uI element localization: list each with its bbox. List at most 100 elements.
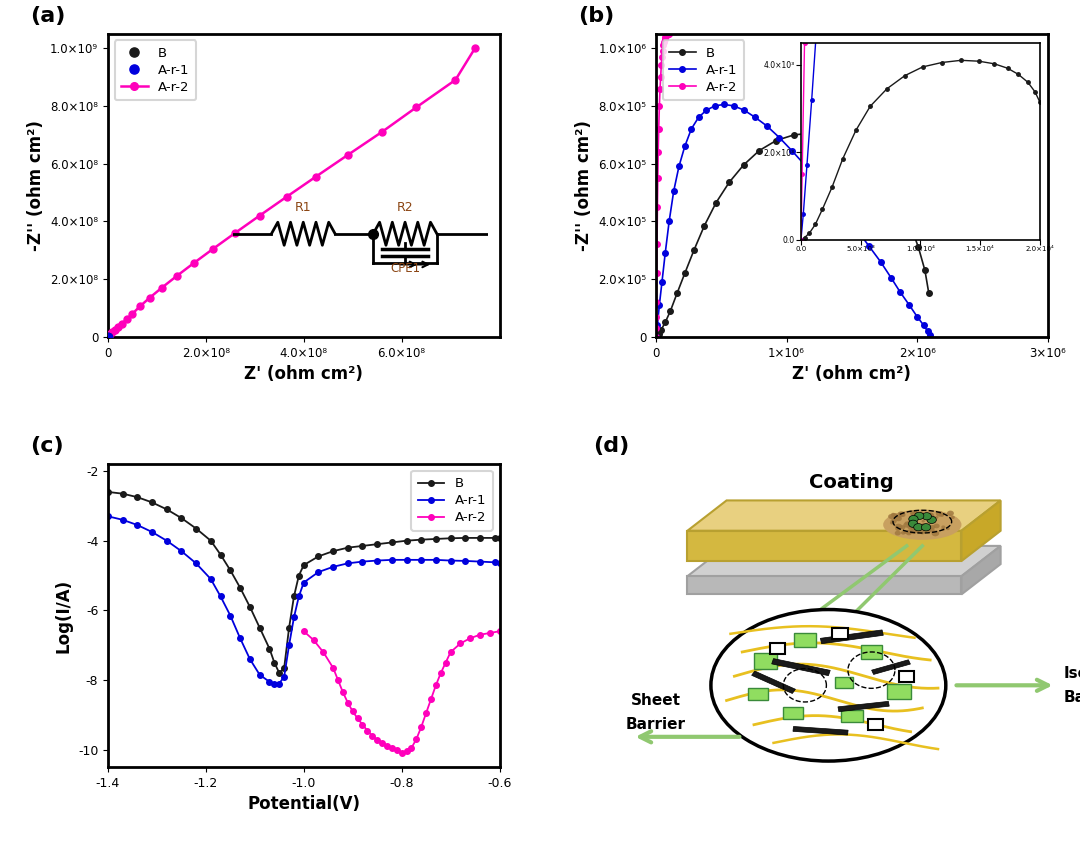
A-r-2 [390, 744, 403, 754]
B [872, 164, 885, 175]
Circle shape [906, 531, 912, 535]
A-r-2 [449, 75, 462, 85]
A-r-1 [278, 672, 291, 682]
Text: (a): (a) [29, 6, 65, 25]
A-r-2 [469, 43, 482, 53]
B [678, 268, 691, 278]
A-r-1 [708, 101, 721, 111]
B [841, 138, 854, 148]
A-r-1 [312, 567, 325, 577]
B [297, 560, 310, 570]
B [233, 583, 246, 593]
B [904, 221, 917, 231]
B [664, 306, 677, 316]
B [912, 242, 924, 252]
A-r-2 [649, 332, 662, 342]
A-r-1 [656, 277, 669, 287]
A-r-2 [376, 126, 389, 137]
Circle shape [895, 527, 901, 531]
A-r-2 [337, 687, 350, 697]
A-r-2 [661, 29, 674, 39]
A-r-1 [190, 558, 203, 568]
B [273, 668, 286, 678]
Bar [748, 689, 768, 701]
A-r-2 [650, 239, 663, 250]
Text: Isolate: Isolate [1063, 666, 1080, 680]
Text: Sheet: Sheet [631, 693, 681, 708]
B [737, 160, 750, 170]
B [341, 543, 354, 553]
B [918, 266, 931, 276]
Text: (b): (b) [578, 6, 615, 25]
A-r-1 [659, 248, 672, 258]
A-r-2 [463, 633, 476, 643]
Circle shape [929, 521, 932, 524]
A-r-2 [326, 663, 339, 673]
Bar [835, 677, 853, 688]
Circle shape [888, 514, 894, 519]
A-r-1 [910, 312, 923, 322]
A-r-1 [667, 186, 680, 196]
A-r-2 [650, 323, 663, 333]
Circle shape [928, 529, 931, 531]
A-r-1 [921, 326, 934, 336]
A-r-1 [273, 679, 286, 689]
X-axis label: Z' (ohm cm²): Z' (ohm cm²) [793, 365, 912, 383]
A-r-1 [851, 225, 864, 235]
A-r-1 [415, 555, 428, 565]
B [326, 546, 339, 556]
A-r-1 [893, 287, 906, 297]
A-r-1 [903, 300, 916, 310]
B [698, 221, 711, 231]
Circle shape [912, 511, 918, 516]
Circle shape [909, 529, 917, 534]
B [488, 533, 501, 543]
A-r-1 [175, 546, 188, 556]
Bar [772, 658, 831, 675]
A-r-1 [214, 592, 227, 602]
Circle shape [910, 526, 916, 530]
Line: A-r-2: A-r-2 [653, 31, 672, 340]
B [652, 329, 665, 339]
Circle shape [914, 524, 923, 531]
B [659, 317, 672, 327]
A-r-2 [663, 29, 676, 39]
Line: B: B [105, 489, 502, 676]
A-r-2 [347, 706, 360, 717]
Circle shape [890, 518, 896, 524]
Circle shape [899, 515, 902, 518]
A-r-1 [430, 555, 443, 565]
Legend: B, A-r-1, A-r-2: B, A-r-1, A-r-2 [663, 40, 744, 100]
Circle shape [942, 525, 945, 529]
B [922, 288, 935, 298]
A-r-1 [444, 556, 457, 566]
Circle shape [922, 513, 931, 520]
Circle shape [908, 515, 918, 523]
A-r-2 [297, 626, 310, 636]
Line: A-r-2: A-r-2 [105, 45, 478, 341]
A-r-2 [420, 708, 433, 718]
Circle shape [904, 522, 909, 525]
Polygon shape [961, 546, 1000, 594]
A-r-1 [798, 160, 811, 170]
A-r-2 [405, 743, 418, 753]
A-r-2 [103, 330, 116, 341]
A-r-2 [656, 51, 669, 62]
Legend: B, A-r-1, A-r-2: B, A-r-1, A-r-2 [411, 470, 492, 531]
B [287, 592, 300, 602]
Bar [867, 719, 883, 730]
A-r-2 [376, 738, 389, 749]
Circle shape [927, 529, 931, 532]
B [459, 533, 472, 543]
Bar [754, 653, 778, 668]
A-r-2 [654, 72, 667, 82]
B [444, 534, 457, 544]
Circle shape [927, 513, 930, 516]
A-r-2 [341, 150, 354, 160]
A-r-2 [651, 201, 664, 212]
Bar [838, 701, 889, 711]
B [146, 497, 159, 507]
A-r-2 [395, 748, 408, 758]
A-r-1 [685, 124, 698, 134]
A-r-2 [653, 101, 666, 111]
